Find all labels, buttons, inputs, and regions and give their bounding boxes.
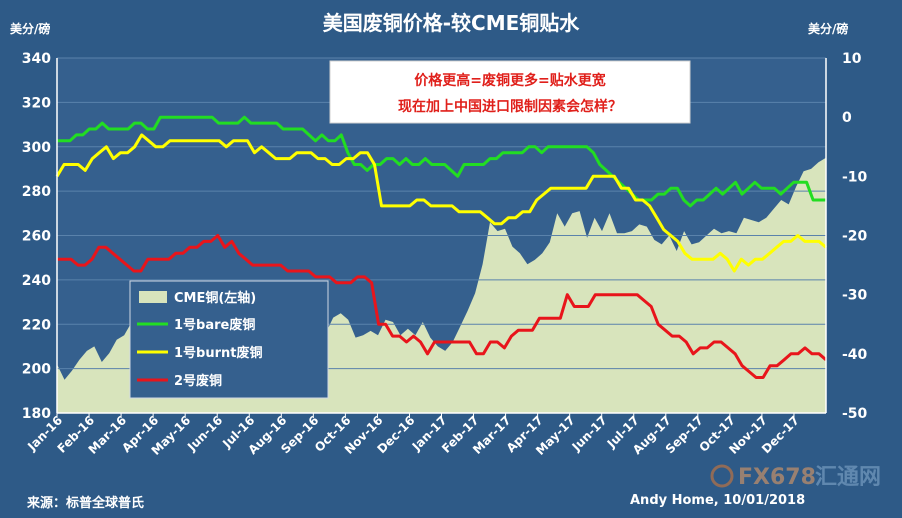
right-tick-label: -40 [842,347,868,363]
no1-bare-line [57,115,826,208]
watermark-logo-icon [710,464,734,488]
legend-label-no2: 2号废铜 [174,373,222,389]
left-tick-label: 180 [22,406,51,422]
right-tick-label: 10 [842,51,862,67]
left-tick-label: 320 [22,95,51,111]
x-tick-label: Jun-17 [569,413,610,454]
annotation-line1: 价格更高=废铜更多=贴水更宽 [414,72,605,89]
annotation-line2: 现在加上中国进口限制因素会怎样？ [398,98,622,115]
no1-burnt-line [55,133,827,273]
right-tick-label: -30 [842,288,868,304]
right-tick-label: -10 [842,169,868,185]
left-tick-label: 200 [22,362,51,378]
legend-label-cme: CME铜(左轴) [174,290,256,306]
watermark-text: FX678 [738,465,816,490]
legend: CME铜(左轴) 1号bare废铜 1号burnt废铜 2号废铜 [129,280,329,399]
left-tick-label: 300 [22,140,51,156]
left-tick-label: 240 [22,273,51,289]
legend-label-bare: 1号bare废铜 [174,317,255,333]
x-axis-ticks: Jan-16Feb-16Mar-16Apr-16May-16Jun-16Jul-… [24,413,802,458]
right-tick-label: -50 [842,406,868,422]
right-axis-ticks: -50 -40 -30 -20 -10 0 10 [842,51,868,422]
left-tick-label: 340 [22,51,51,67]
x-tick-label: Jun-16 [184,413,225,454]
chart-title: 美国废铜价格-较CME铜贴水 [323,11,581,35]
left-axis-unit: 美分/磅 [10,21,50,36]
series-lines [55,115,827,379]
watermark: FX678 汇通网 [710,464,881,490]
legend-swatch-cme [139,291,167,303]
no2-line [57,234,827,379]
annotation-box: 价格更高=废铜更多=贴水更宽 现在加上中国进口限制因素会怎样？ [329,60,691,124]
left-axis-ticks: 180 200 220 240 260 280 300 320 340 [22,51,51,422]
legend-label-burnt: 1号burnt废铜 [174,345,263,361]
author-label: Andy Home, 10/01/2018 [630,493,805,508]
watermark-suffix: 汇通网 [815,465,881,490]
left-tick-label: 220 [22,317,51,333]
left-tick-label: 280 [22,184,51,200]
left-tick-label: 260 [22,229,51,245]
right-tick-label: -20 [842,229,868,245]
right-tick-label: 0 [842,110,852,126]
source-label: 来源：标普全球普氏 [26,495,144,511]
right-axis-unit: 美分/磅 [808,21,848,36]
